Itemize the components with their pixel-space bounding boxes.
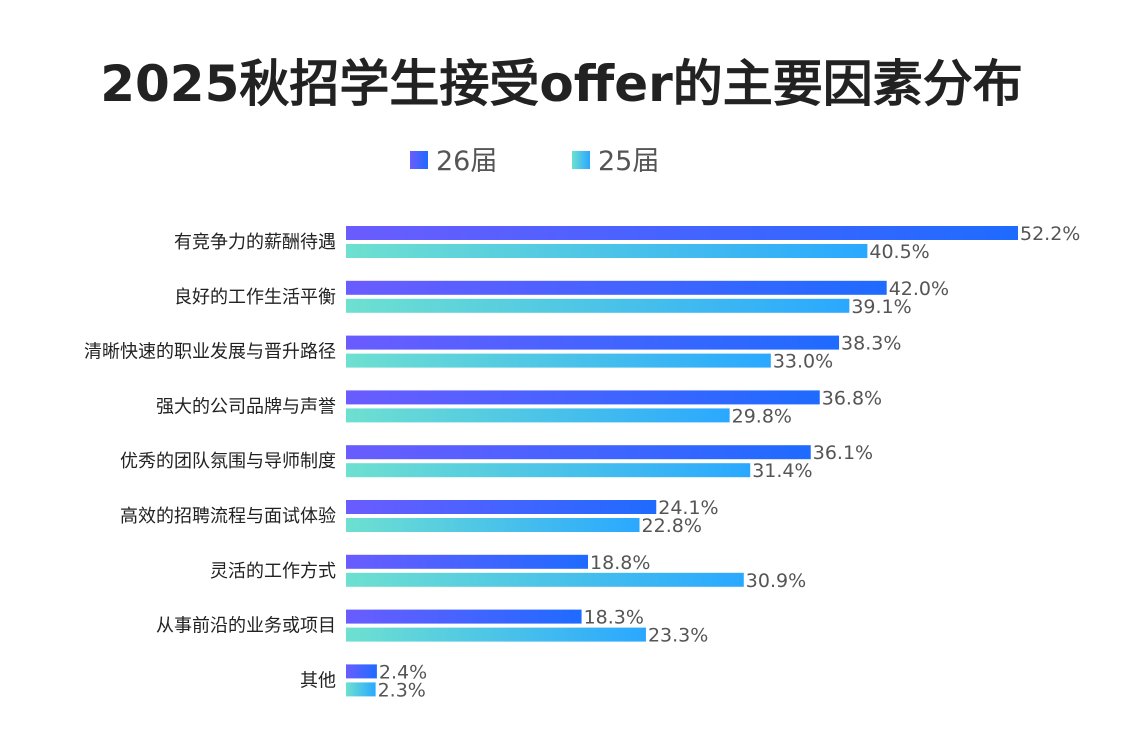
data-label: 52.2%	[1020, 223, 1080, 245]
category-label: 有竞争力的薪酬待遇	[174, 232, 336, 253]
category-label: 灵活的工作方式	[210, 561, 336, 582]
data-label: 23.3%	[648, 625, 708, 647]
bar-series-25	[346, 682, 376, 697]
bar-series-26	[346, 609, 582, 624]
data-label: 30.9%	[746, 570, 806, 592]
bar-series-25	[346, 408, 730, 423]
category-label: 优秀的团队氛围与导师制度	[120, 451, 336, 472]
bar-series-25	[346, 627, 646, 642]
bar-series-26	[346, 390, 820, 405]
data-label: 38.3%	[841, 333, 901, 355]
data-label: 29.8%	[732, 405, 792, 427]
data-label: 18.8%	[590, 552, 650, 574]
bar-series-25	[346, 244, 868, 258]
bar-series-25	[346, 518, 640, 532]
data-label: 2.4%	[379, 661, 427, 683]
legend: 26届 25届	[410, 146, 659, 177]
bar-series-26	[346, 280, 887, 295]
category-label: 其他	[300, 670, 336, 691]
category-label: 强大的公司品牌与声誉	[156, 396, 336, 417]
data-label: 2.3%	[378, 679, 426, 701]
legend-item-26: 26届	[436, 146, 497, 177]
legend-item-25: 25届	[598, 146, 659, 177]
bar-series-26	[346, 226, 1018, 240]
data-label: 18.3%	[584, 607, 644, 629]
data-label: 31.4%	[752, 460, 812, 482]
data-label: 22.8%	[642, 515, 702, 537]
data-label: 36.8%	[822, 387, 882, 409]
category-label: 清晰快速的职业发展与晋升路径	[84, 342, 336, 363]
bars: 有竞争力的薪酬待遇 52.2% 40.5% 良好的工作生活平衡 42.0%39.1% 清晰…	[84, 223, 1080, 701]
data-label: 42.0%	[889, 278, 949, 300]
data-label: 24.1%	[658, 497, 718, 519]
data-label: 39.1%	[851, 296, 911, 318]
bar-series-26	[346, 500, 657, 514]
category-label: 高效的招聘流程与面试体验	[120, 506, 336, 527]
category-label: 从事前沿的业务或项目	[156, 616, 336, 637]
bar-series-26	[346, 445, 811, 460]
category-label: 良好的工作生活平衡	[174, 287, 336, 308]
bar-series-26	[346, 335, 840, 350]
bar-series-25	[346, 298, 850, 313]
bar-series-25	[346, 463, 751, 478]
bar-series-25	[346, 353, 771, 368]
legend-swatch	[410, 151, 428, 169]
bar-series-26	[346, 664, 377, 679]
bar-series-25	[346, 572, 744, 587]
legend-swatch	[572, 151, 590, 169]
data-label: 40.5%	[869, 241, 929, 263]
bar-series-26	[346, 554, 589, 569]
data-label: 36.1%	[813, 442, 873, 464]
data-label: 33.0%	[773, 351, 833, 373]
chart-title: 2025秋招学生接受offer的主要因素分布	[100, 55, 1023, 113]
